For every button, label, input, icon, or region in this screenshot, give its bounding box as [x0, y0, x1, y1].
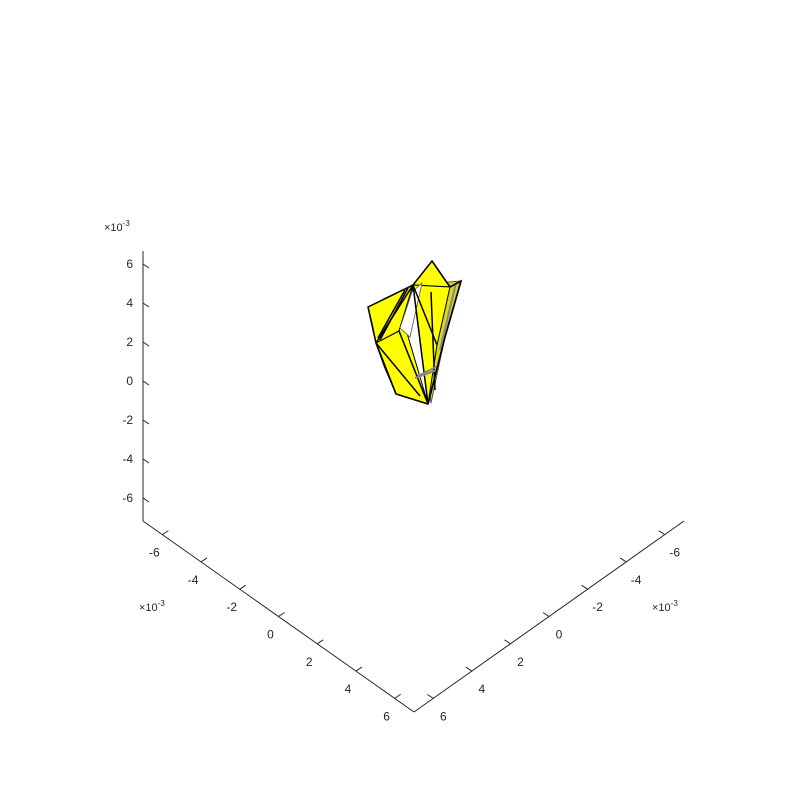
z-axis-exponent: ×10-3	[104, 219, 130, 234]
surface-object	[367, 259, 463, 405]
surface-edge	[439, 282, 457, 351]
surface-edge	[414, 369, 438, 379]
y-tick-label: 0	[556, 628, 563, 642]
y-tick-mark	[542, 612, 550, 617]
z-axis-ticks: 6 4 2 0 -2 -4 -6	[122, 257, 150, 505]
x-tick-mark	[200, 557, 208, 563]
z-tick-mark	[142, 263, 150, 269]
x-tick-label: 2	[306, 655, 313, 669]
x-tick-label: 6	[383, 709, 390, 723]
x-tick-label: -6	[149, 546, 160, 560]
y-tick-label: 6	[440, 709, 447, 723]
z-tick-mark	[142, 380, 150, 386]
y-tick-label: -2	[592, 600, 603, 614]
x-tick-mark	[162, 530, 169, 536]
y-tick-label: -4	[631, 573, 642, 587]
x-axis-exponent: ×10-3	[139, 599, 165, 614]
x-tick-mark	[316, 639, 324, 645]
x-tick-mark	[394, 693, 401, 699]
z-tick-label: 0	[126, 374, 133, 388]
z-tick-label: 2	[126, 335, 133, 349]
z-tick-mark	[142, 302, 150, 308]
y-tick-mark	[658, 530, 665, 536]
surface-edge	[377, 289, 406, 339]
surface-edge	[417, 365, 439, 377]
y-tick-mark	[427, 693, 434, 699]
y-tick-label: 2	[517, 655, 524, 669]
z-tick-label: -2	[122, 413, 133, 427]
z-tick-mark	[142, 419, 150, 425]
x-tick-label: -4	[188, 573, 199, 587]
surface-edge	[375, 342, 421, 397]
surface-edge	[412, 284, 429, 405]
y-tick-mark	[581, 584, 588, 590]
surface-edge	[379, 287, 409, 341]
surface-facet	[412, 260, 451, 288]
surface-edge	[430, 291, 436, 391]
x-tick-label: 4	[345, 682, 352, 696]
surface-edge	[398, 330, 429, 405]
y-axis-exponent: ×10-3	[652, 599, 678, 614]
surface-outline	[367, 259, 463, 405]
y-axis-ticks: -6 -4 -2 0 2 4 6	[427, 530, 680, 723]
y-tick-label: 4	[479, 682, 486, 696]
x-tick-mark	[355, 666, 363, 672]
y-tick-mark	[465, 666, 473, 672]
y-tick-label: -6	[669, 546, 680, 560]
x-axis-ticks: -6 -4 -2 0 2 4 6	[149, 530, 401, 723]
z-tick-mark	[142, 458, 150, 464]
y-tick-mark	[504, 639, 511, 645]
z-tick-label: 6	[126, 257, 133, 271]
x-tick-mark	[239, 584, 247, 590]
x-tick-mark	[278, 612, 285, 617]
z-tick-label: -6	[122, 491, 133, 505]
z-tick-label: 4	[126, 296, 133, 310]
surface-gap	[399, 281, 423, 338]
y-tick-mark	[619, 557, 627, 563]
x-tick-label: -2	[226, 600, 237, 614]
z-tick-label: -4	[122, 452, 133, 466]
x-tick-label: 0	[267, 628, 274, 642]
z-tick-mark	[142, 341, 150, 347]
z-tick-mark	[142, 497, 150, 503]
